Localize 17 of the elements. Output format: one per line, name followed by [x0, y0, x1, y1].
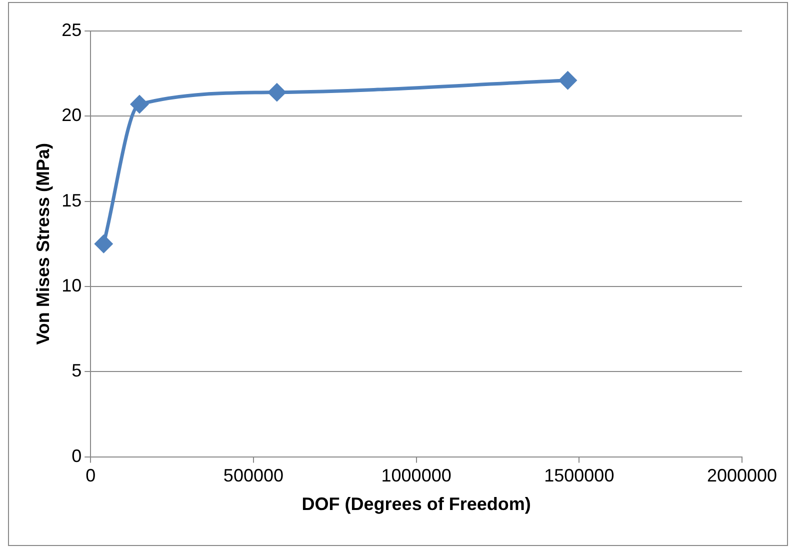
- y-tick-label: 10: [62, 275, 82, 296]
- x-tick-label: 1000000: [381, 466, 452, 486]
- y-axis-title: Von Mises Stress (MPa): [32, 143, 53, 345]
- y-tick-label: 0: [72, 446, 82, 466]
- point: [559, 72, 577, 90]
- point: [94, 235, 112, 253]
- x-tick-label: 2000000: [706, 466, 778, 486]
- y-tick-label: 5: [72, 360, 82, 381]
- x-axis-title: DOF (Degrees of Freedom): [302, 494, 531, 514]
- x-tick-label: 500000: [223, 466, 284, 486]
- y-tick-label: 25: [62, 20, 82, 40]
- point: [130, 95, 148, 113]
- y-tick-label: 20: [62, 105, 82, 126]
- point: [268, 84, 286, 102]
- x-tick-label: 0: [86, 466, 96, 486]
- x-tick-label: 1500000: [544, 466, 614, 486]
- y-tick-label: 15: [62, 190, 82, 210]
